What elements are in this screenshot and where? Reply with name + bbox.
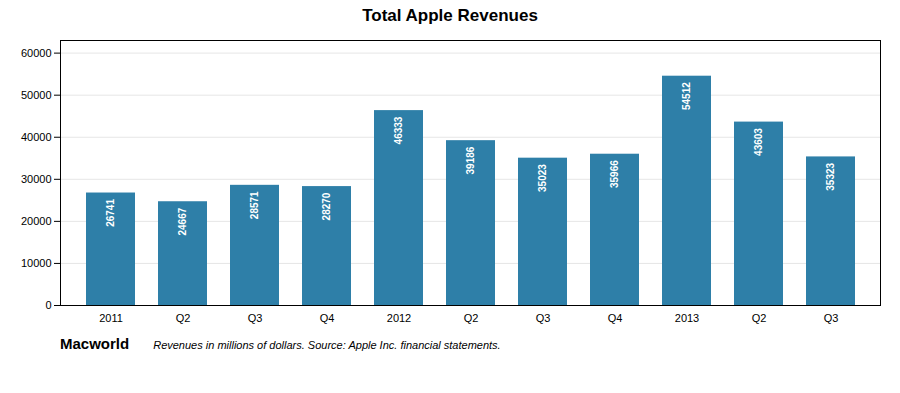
svg-text:2011: 2011 [99,312,123,324]
svg-text:Q4: Q4 [608,312,623,324]
svg-text:35023: 35023 [537,164,548,192]
svg-text:35323: 35323 [825,162,836,190]
svg-text:Q4: Q4 [320,312,335,324]
html-text:Total Apple Revenues: Total Apple Revenues [362,6,538,25]
svg-text:20000: 20000 [21,215,52,227]
svg-text:Q3: Q3 [536,312,551,324]
svg-text:50000: 50000 [21,89,52,101]
svg-text:43603: 43603 [753,128,764,156]
html-text:Macworld: Macworld [60,335,130,352]
svg-text:10000: 10000 [21,257,52,269]
svg-text:54512: 54512 [681,82,692,110]
svg-text:40000: 40000 [21,131,52,143]
svg-text:46333: 46333 [393,116,404,144]
svg-text:39186: 39186 [465,146,476,174]
svg-text:Q2: Q2 [464,312,479,324]
html-text:Revenues in millions of dollar: Revenues in millions of dollars. Source:… [153,339,501,351]
svg-text:28270: 28270 [321,192,332,220]
svg-text:2013: 2013 [675,312,699,324]
svg-text:24667: 24667 [177,207,188,235]
svg-text:28571: 28571 [249,191,260,219]
svg-text:60000: 60000 [21,47,52,59]
svg-text:Q3: Q3 [824,312,839,324]
svg-text:30000: 30000 [21,173,52,185]
svg-text:26741: 26741 [105,199,116,227]
svg-text:Q2: Q2 [176,312,191,324]
svg-text:Q3: Q3 [248,312,263,324]
svg-text:Q2: Q2 [752,312,767,324]
svg-text:0: 0 [45,299,51,311]
svg-text:35966: 35966 [609,160,620,188]
svg-text:2012: 2012 [387,312,411,324]
